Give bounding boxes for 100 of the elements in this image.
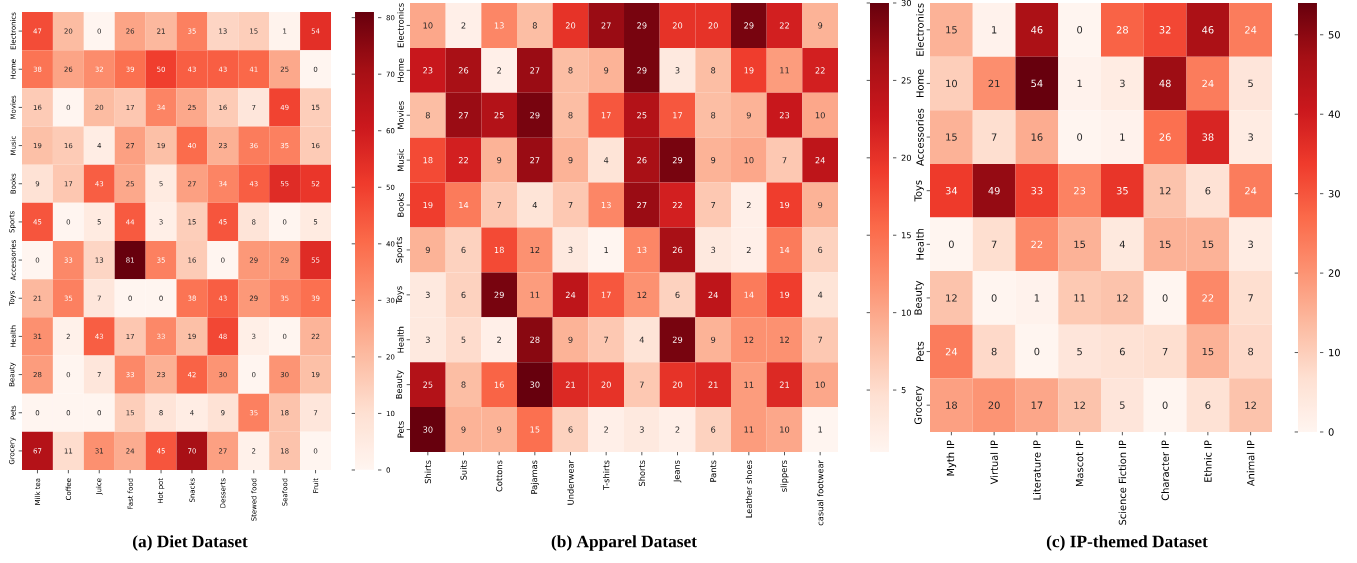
data-label: 33 (1031, 186, 1043, 195)
data-label: 6 (711, 426, 716, 433)
data-label: 20 (672, 22, 683, 29)
data-label: 1 (818, 426, 823, 433)
data-label: 26 (672, 246, 683, 254)
data-label: 46 (1202, 26, 1214, 34)
data-label: 8 (425, 112, 430, 119)
data-label: 12 (1074, 401, 1085, 409)
data-label: 22 (1202, 294, 1214, 302)
data-label: 13 (637, 246, 647, 254)
data-label: 12 (1117, 294, 1128, 302)
y-tick-label: Beauty (914, 280, 924, 315)
data-label: 11 (780, 67, 789, 74)
text: (b) Apparel Dataset (551, 535, 697, 551)
x-tick-label: casual footwear (816, 460, 824, 526)
data-label: 9 (604, 67, 609, 74)
data-label: 10 (423, 22, 433, 29)
data-label: 6 (1119, 347, 1125, 356)
data-label: 6 (675, 291, 680, 298)
data-label: 3 (1248, 133, 1253, 141)
data-label: 15 (946, 133, 957, 141)
data-label: 29 (530, 112, 540, 119)
data-label: 10 (946, 79, 957, 88)
data-label: 9 (461, 426, 466, 433)
data-label: 1 (1077, 79, 1082, 88)
data-label: 16 (494, 381, 504, 388)
data-label: 7 (497, 202, 502, 209)
data-label: 27 (530, 67, 540, 74)
data-label: 38 (1202, 133, 1214, 141)
color-bar-label: 50 (1328, 31, 1340, 39)
data-label: 34 (945, 186, 958, 195)
data-label: 5 (1077, 347, 1082, 356)
data-label: 22 (815, 67, 825, 74)
data-label: 4 (1119, 240, 1125, 248)
data-label: 17 (601, 112, 611, 119)
y-tick-label: Pets (916, 341, 924, 361)
data-label: 10 (815, 112, 825, 119)
data-label: 7 (604, 336, 609, 343)
y-tick-label: Home (916, 69, 924, 98)
data-label: 0 (948, 240, 954, 249)
data-label: 12 (946, 294, 957, 302)
data-label: 6 (461, 246, 466, 254)
color-bar-label: 20 (901, 154, 912, 161)
data-label: 0 (991, 294, 997, 302)
y-tick-label: Electronics (916, 3, 924, 56)
data-label: 12 (1245, 401, 1256, 409)
data-label: 2 (461, 22, 466, 29)
data-label: 2 (497, 336, 501, 343)
x-tick-label: Shorts (638, 460, 646, 486)
data-label: 7 (991, 133, 997, 141)
data-label: 11 (530, 291, 540, 298)
data-label: 15 (1159, 240, 1171, 248)
data-label: 49 (988, 186, 1000, 195)
y-tick-label: Health (397, 326, 404, 353)
data-label: 10 (780, 426, 790, 433)
data-label: 22 (458, 157, 468, 164)
data-label: 13 (601, 201, 611, 209)
data-label: 9 (497, 157, 502, 164)
data-label: 19 (423, 201, 433, 209)
y-tick-label: Grocery (914, 386, 924, 425)
data-label: 9 (568, 336, 573, 343)
data-label: 9 (818, 22, 823, 29)
color-bar-label: 10 (1329, 348, 1340, 357)
data-label: 2 (746, 201, 751, 209)
data-label: 21 (779, 381, 789, 388)
x-tick-label: Cottons (496, 460, 503, 492)
data-label: 24 (1245, 26, 1257, 34)
data-label: 3 (675, 67, 680, 74)
data-label: 3 (568, 246, 573, 254)
data-label: 29 (672, 157, 683, 164)
data-label: 2 (675, 426, 680, 433)
data-label: 9 (818, 201, 823, 209)
color-bar-label: 20 (1328, 269, 1340, 277)
data-label: 19 (780, 291, 790, 298)
data-label: 7 (818, 336, 823, 343)
data-label: 3 (425, 336, 430, 343)
data-label: 23 (779, 112, 790, 119)
data-label: 26 (637, 157, 647, 164)
data-label: 0 (1034, 347, 1040, 356)
color-bar-label: 30 (1328, 189, 1340, 198)
data-label: 54 (1031, 79, 1043, 88)
data-label: 24 (945, 347, 958, 356)
data-label: 7 (568, 202, 573, 209)
data-label: 28 (530, 336, 540, 343)
data-label: 8 (711, 67, 716, 74)
y-tick-label: Toys (396, 286, 404, 304)
data-label: 15 (946, 26, 957, 34)
data-label: 29 (637, 22, 647, 29)
data-label: 7 (1162, 347, 1168, 356)
data-label: 25 (637, 112, 647, 119)
x-tick-label: Shirts (424, 460, 432, 484)
y-tick-label: Beauty (396, 370, 404, 399)
data-label: 19 (780, 201, 790, 209)
x-tick-label: Jeans (673, 460, 682, 483)
data-label: 16 (1031, 133, 1043, 141)
data-label: 0 (1077, 26, 1083, 34)
data-label: 7 (1248, 294, 1253, 302)
y-tick-label: Electronics (397, 3, 404, 48)
data-label: 18 (423, 157, 433, 164)
data-label: 3 (1248, 240, 1253, 249)
